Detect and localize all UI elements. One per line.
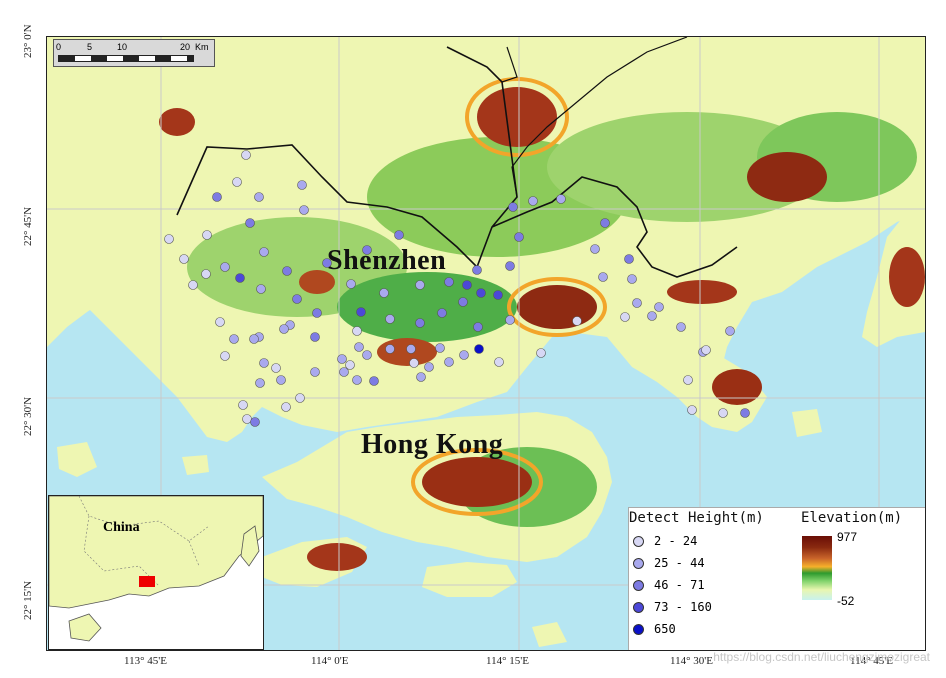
legend-swatch <box>633 623 644 635</box>
legend-swatch <box>633 579 644 591</box>
elevation-max: 977 <box>837 530 858 544</box>
inset-mainland <box>49 496 263 609</box>
scale-tick-5: 5 <box>87 42 93 52</box>
legend-swatch <box>633 601 644 613</box>
legend-class-1: 2 - 24 <box>633 534 697 548</box>
label-hong-kong: Hong Kong <box>361 429 504 460</box>
elevation-contour <box>411 448 543 516</box>
lon-tick-11415: 114° 15'E <box>486 655 529 667</box>
hk-island-terrain <box>422 562 517 597</box>
small-island <box>57 442 97 477</box>
lon-tick-11430: 114° 30'E <box>670 655 713 667</box>
mountain-zone <box>712 369 762 405</box>
legend-class-5: 650 <box>633 622 676 636</box>
lon-tick-11345: 113° 45'E <box>124 655 167 667</box>
inset-hainan <box>68 613 102 642</box>
inset-taiwan <box>240 525 260 567</box>
legend-swatch <box>633 535 644 547</box>
legend-detect-title: Detect Height(m) <box>629 510 764 526</box>
shenzhen-boundary <box>176 46 738 278</box>
lon-tick-11445: 114° 45'E <box>850 655 893 667</box>
green-zone <box>547 112 827 222</box>
scale-tick-0: 0 <box>56 42 62 52</box>
elevation-contour <box>507 277 607 337</box>
scale-tick-10: 10 <box>117 42 128 52</box>
lat-tick-23: 23° 0'N <box>22 24 34 58</box>
elevation-ramp <box>802 536 832 600</box>
inset-map: China <box>48 495 264 650</box>
legend-class-label: 46 - 71 <box>654 578 705 592</box>
mountain-zone <box>517 285 597 329</box>
legend-elevation-title: Elevation(m) <box>801 510 903 526</box>
mountain-zone <box>889 247 925 307</box>
elevation-min: -52 <box>837 594 855 608</box>
lat-tick-2215: 22° 15'N <box>22 580 34 620</box>
scale-bar-graphic <box>58 55 194 62</box>
study-area-marker <box>139 576 155 587</box>
mountain-zone <box>747 152 827 202</box>
mountain-zone <box>667 280 737 304</box>
watermark: https://blog.csdn.net/liuchengzimozigrea… <box>713 650 930 664</box>
mountain-zone <box>307 543 367 571</box>
west-terrain <box>47 237 102 347</box>
small-island <box>792 409 822 437</box>
small-island <box>532 622 567 647</box>
mountain-zone <box>377 338 437 366</box>
elevation-contour <box>465 77 569 157</box>
scale-bar: 0 5 10 20 Km <box>53 39 215 67</box>
mountain-zone <box>422 457 532 507</box>
map-frame: 0 5 10 20 Km Shenzhen Hong Kong <box>46 36 926 651</box>
terrain-map <box>47 37 925 650</box>
legend: Detect Height(m) Elevation(m) 2 - 24 25 … <box>628 507 925 650</box>
mountain-zone <box>477 87 557 147</box>
green-zone <box>337 272 517 342</box>
legend-swatch <box>633 557 644 569</box>
legend-class-label: 73 - 160 <box>654 600 712 614</box>
label-china: China <box>103 520 140 535</box>
legend-class-3: 46 - 71 <box>633 578 705 592</box>
legend-class-2: 25 - 44 <box>633 556 705 570</box>
legend-class-label: 25 - 44 <box>654 556 705 570</box>
county-boundary <box>501 37 688 198</box>
lat-tick-2230: 22° 30'N <box>22 396 34 436</box>
scale-unit: Km <box>195 42 209 52</box>
inset-map-graphic <box>49 496 263 649</box>
legend-class-label: 650 <box>654 622 676 636</box>
scale-tick-20: 20 <box>180 42 191 52</box>
small-island <box>182 455 209 475</box>
inset-provinces <box>78 496 210 587</box>
lon-tick-11400: 114° 0'E <box>311 655 349 667</box>
lat-tick-2245: 22° 45'N <box>22 206 34 246</box>
legend-class-label: 2 - 24 <box>654 534 698 548</box>
mountain-zone <box>299 270 335 294</box>
mountain-zone <box>159 108 195 136</box>
label-shenzhen: Shenzhen <box>327 245 447 276</box>
legend-class-4: 73 - 160 <box>633 600 712 614</box>
